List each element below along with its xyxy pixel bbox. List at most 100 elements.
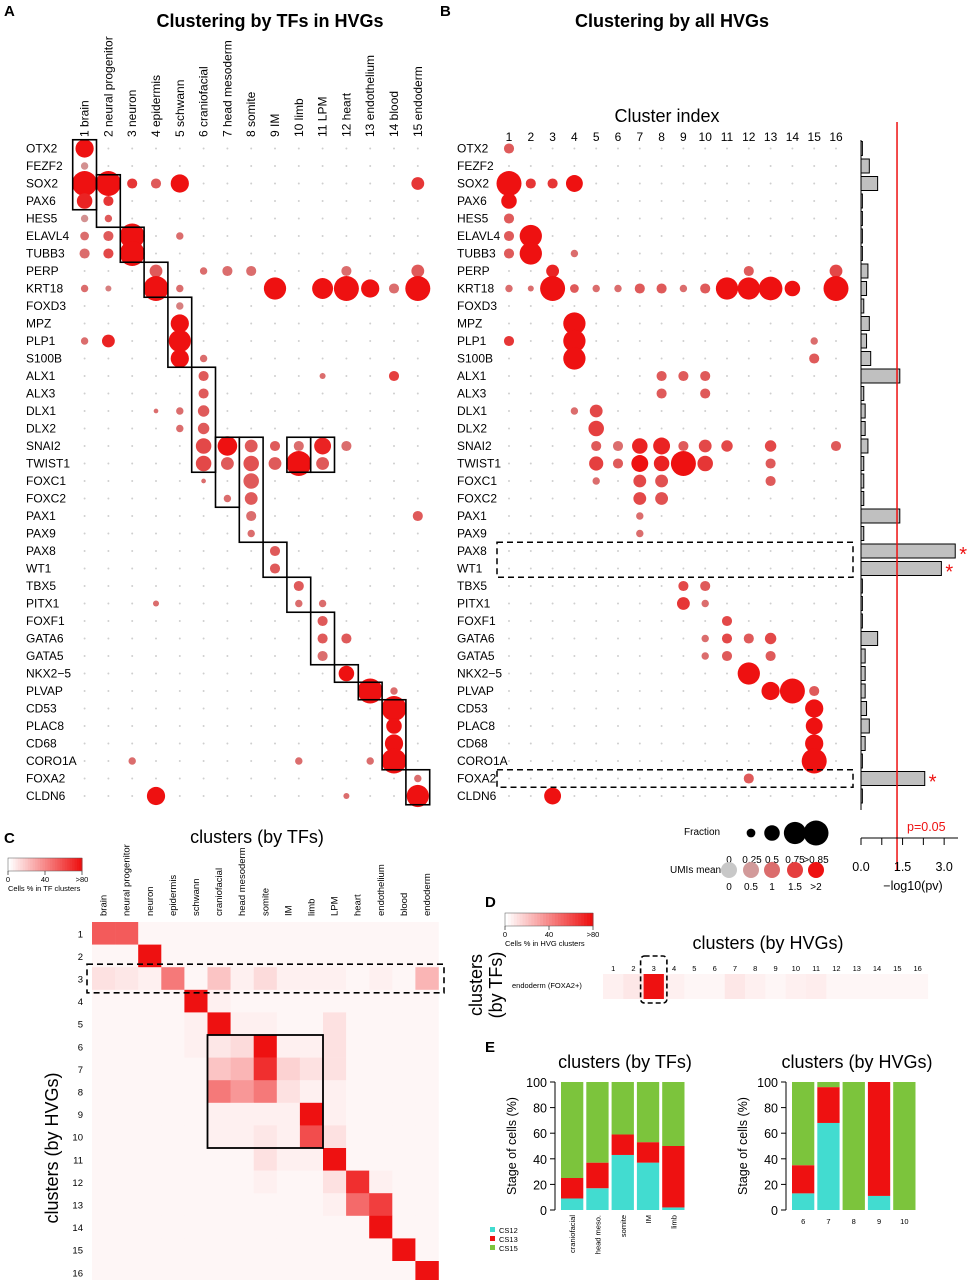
panel-c-cell: [415, 1057, 439, 1081]
panel-a-bg-dot: [131, 725, 134, 727]
panel-d-legend-swatch: [566, 913, 571, 926]
panel-a-bg-dot: [226, 200, 229, 202]
panel-a-bg-dot: [321, 270, 324, 272]
panel-b-bg-dot: [660, 427, 663, 430]
panel-a-dot: [127, 178, 138, 189]
panel-a-bg-dot: [107, 725, 110, 727]
panel-b-gene-label: S100B: [457, 352, 493, 366]
panel-b-bg-dot: [573, 532, 576, 535]
gE1-category-label: IM: [644, 1215, 653, 1223]
panel-a-bg-dot: [202, 147, 205, 150]
panel-b-bg-dot: [551, 532, 554, 535]
panel-a-bg-dot: [416, 147, 419, 150]
umi-legend-dot: [808, 862, 824, 878]
panel-a-bg-dot: [131, 567, 134, 570]
panel-b-bg-dot: [747, 742, 750, 745]
panel-b-bg-dot: [551, 690, 554, 692]
panel-b-bg-dot: [791, 532, 794, 535]
panel-c-column-label: limb: [306, 899, 317, 916]
panel-b-bg-dot: [835, 532, 837, 535]
panel-a-bg-dot: [155, 620, 157, 622]
panel-a-dot: [176, 284, 184, 293]
panel-b-dot: [525, 178, 536, 189]
panel-a-bg-dot: [178, 742, 181, 745]
panel-c-cell: [253, 1148, 278, 1171]
panel-b-bg-dot: [704, 147, 707, 150]
panel-a-bg-dot: [178, 252, 181, 255]
panel-c-cell: [138, 944, 162, 968]
panel-b-bg-dot: [529, 305, 532, 307]
panel-a-bg-dot: [345, 655, 348, 657]
panel-b-bg-dot: [551, 462, 554, 465]
panel-b-bg-dot: [704, 427, 707, 430]
panel-b-title: Clustering by all HVGs: [575, 11, 769, 31]
panel-b-bg-dot: [508, 375, 510, 377]
panel-b-dot: [503, 230, 515, 242]
panel-b-bg-dot: [835, 200, 837, 202]
panel-d-column-label: 10: [792, 964, 800, 973]
panel-b-bg-dot: [617, 620, 619, 622]
panel-b-bg-dot: [682, 725, 685, 727]
panel-b-bg-dot: [617, 165, 619, 167]
panel-b-bg-dot: [747, 147, 750, 150]
panel-c-cell: [207, 944, 231, 968]
panel-c-cell: [392, 1193, 416, 1217]
panel-a-bg-dot: [83, 270, 86, 272]
panel-c-legend-swatch: [25, 858, 29, 871]
panel-b-bg-dot: [726, 217, 728, 220]
bar-x-label: −log10(pv): [883, 879, 942, 893]
panel-b-bg-dot: [508, 445, 510, 447]
panel-a-bg-dot: [107, 305, 110, 307]
panel-a-dot: [103, 230, 114, 242]
panel-b-bg-dot: [835, 777, 837, 780]
panel-b-dot: [656, 370, 667, 382]
panel-c-cell: [253, 989, 278, 1013]
panel-a-bg-dot: [250, 182, 253, 185]
panel-a-dot: [198, 388, 209, 399]
panel-a-dot: [195, 455, 212, 472]
panel-b-bg-dot: [704, 182, 707, 185]
panel-c-cell: [115, 1170, 139, 1194]
panel-a-bg-dot: [393, 550, 395, 552]
umi-legend-dot: [787, 862, 803, 878]
panel-d-cell: [806, 974, 827, 999]
panel-b-bg-dot: [813, 235, 816, 237]
panel-a-bg-dot: [297, 287, 300, 290]
panel-b-bg-dot: [660, 147, 663, 150]
panel-b-bg-dot: [769, 497, 772, 500]
panel-a-bg-dot: [226, 340, 229, 342]
panel-b-bg-dot: [529, 200, 532, 202]
panel-c-cell: [92, 1148, 116, 1171]
panel-b-dot: [570, 407, 579, 415]
panel-a-bg-dot: [155, 550, 157, 552]
panel-b-bg-dot: [529, 760, 532, 762]
panel-b-bg-dot: [747, 550, 750, 552]
panel-b-cluster-index: 4: [571, 130, 578, 144]
panel-b-gene-label: CLDN6: [457, 789, 497, 803]
panel-b-bg-dot: [835, 672, 837, 675]
panel-c-cell: [323, 1148, 347, 1171]
gE1-bar-segment: [586, 1162, 609, 1189]
panel-b-dot: [721, 650, 733, 662]
panel-a-bg-dot: [416, 550, 419, 552]
panel-c-cell: [276, 1080, 301, 1104]
panel-b-bg-dot: [704, 305, 707, 307]
panel-c-cell: [115, 1238, 139, 1262]
panel-c-legend-swatch: [54, 858, 58, 871]
panel-d-column-label: 14: [873, 964, 881, 973]
panel-d-column-label: 11: [812, 964, 820, 973]
panel-a-bg-dot: [107, 760, 110, 762]
panel-c-cell: [415, 944, 439, 968]
pvalue-bar: [860, 753, 863, 769]
panel-c-cell: [230, 1261, 254, 1280]
pvalue-bar: [860, 648, 866, 664]
panel-a-gene-label: WT1: [26, 562, 52, 576]
panel-b-dot: [653, 455, 670, 472]
panel-c-cell: [161, 1215, 185, 1239]
panel-a-bg-dot: [226, 252, 229, 255]
panel-b-bg-dot: [835, 725, 837, 727]
panel-a-bg-dot: [345, 725, 348, 727]
panel-d-cell: [745, 974, 766, 999]
panel-c-cell: [138, 1035, 162, 1058]
panel-a-bg-dot: [297, 305, 300, 307]
